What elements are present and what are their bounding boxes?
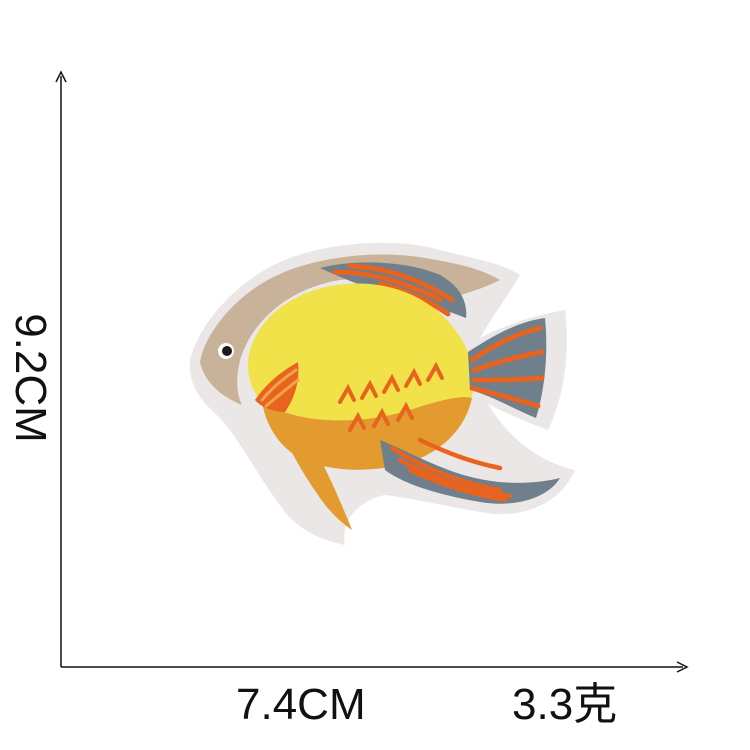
horizontal-axis-arrowhead: [676, 661, 689, 673]
head-border: [200, 254, 500, 405]
dorsal-fin-rays: [332, 263, 455, 317]
height-dimension-label: 9.2CM: [6, 313, 55, 443]
fish-eye-pupil: [222, 346, 232, 356]
weight-label: 3.3克: [512, 680, 618, 729]
ventral-fin: [270, 410, 352, 530]
pectoral-fin-rays: [260, 368, 300, 408]
body-yellow: [248, 283, 475, 421]
tail-fin-rays: [469, 325, 545, 409]
width-dimension-label: 7.4CM: [236, 680, 366, 729]
anal-fin: [380, 440, 560, 504]
anal-fin-rays: [389, 437, 513, 503]
belly-scale-marks: [338, 361, 444, 432]
vertical-axis-arrowhead: [55, 70, 67, 83]
